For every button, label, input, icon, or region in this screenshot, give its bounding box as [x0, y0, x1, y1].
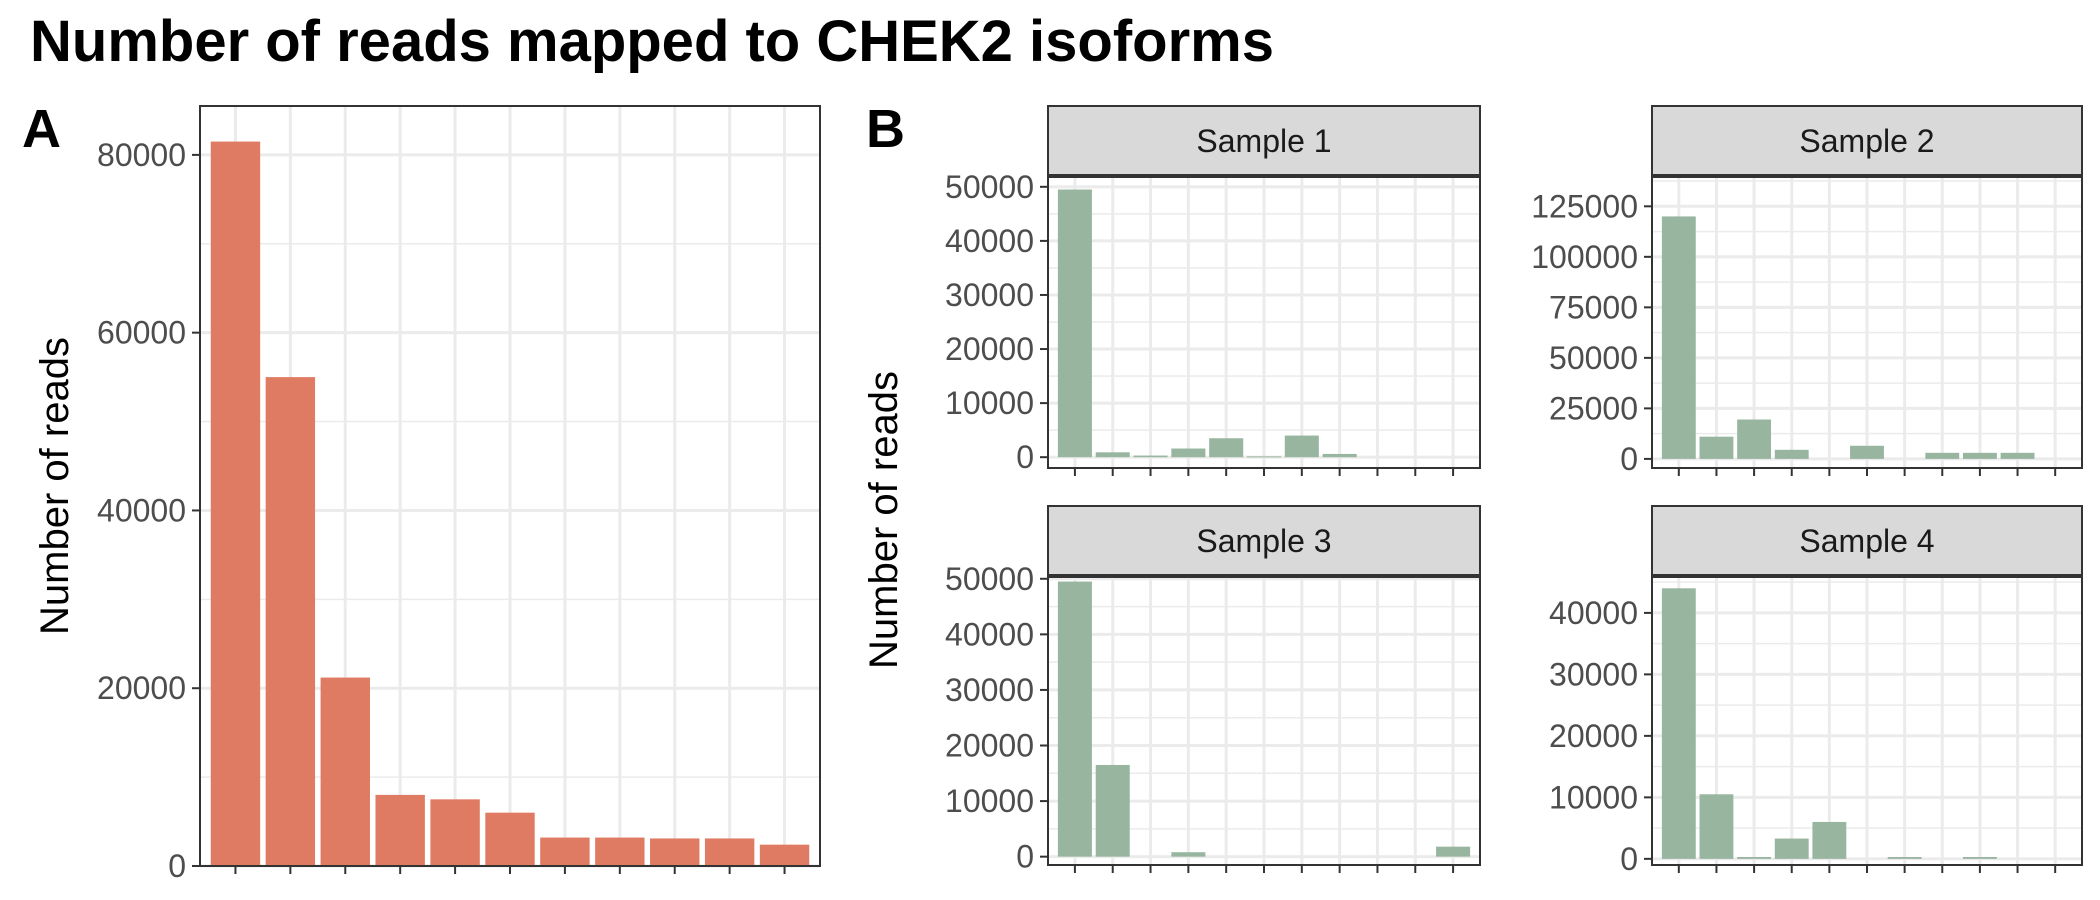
- bar: [1095, 452, 1130, 458]
- facet-strip-background: [1651, 505, 2083, 577]
- y-tick-label: 75000: [1549, 289, 1638, 325]
- bar: [375, 794, 425, 866]
- y-tick-label: 80000: [97, 137, 186, 173]
- bar: [650, 838, 700, 866]
- y-tick-label: 0: [1620, 841, 1638, 877]
- y-tick-label: 40000: [945, 223, 1034, 259]
- bar: [1284, 435, 1319, 458]
- y-tick-label: 25000: [1549, 390, 1638, 426]
- facet-3: 0 10000 20000 30000 40000 50000 Sample 3: [945, 505, 1481, 875]
- y-tick-label: 10000: [945, 783, 1034, 819]
- bar: [1699, 794, 1734, 859]
- y-tick-label: 50000: [945, 169, 1034, 205]
- bar: [1887, 857, 1922, 859]
- bar: [1812, 821, 1847, 859]
- bar: [2000, 452, 2035, 459]
- bar: [1133, 455, 1168, 458]
- bar: [1661, 216, 1696, 459]
- panel-b-label: B: [866, 99, 905, 159]
- bar: [1057, 581, 1092, 857]
- y-tick-label: 10000: [1549, 779, 1638, 815]
- y-tick-label: 20000: [945, 728, 1034, 764]
- y-tick-label: 125000: [1531, 188, 1638, 224]
- chart-title: Number of reads mapped to CHEK2 isoforms: [30, 9, 1274, 74]
- y-tick-label: 50000: [945, 561, 1034, 597]
- bar: [1962, 857, 1997, 859]
- y-tick-label: 30000: [945, 277, 1034, 313]
- bar: [265, 377, 316, 866]
- bar: [1699, 436, 1734, 459]
- bar: [595, 837, 645, 866]
- bar: [1171, 852, 1206, 857]
- bar: [1962, 452, 1997, 459]
- bar: [1774, 838, 1809, 859]
- facet-strip-background: [1047, 105, 1481, 177]
- facet-1: 0 10000 20000 30000 40000 50000 Sample 1: [945, 105, 1481, 476]
- bar: [1737, 419, 1772, 459]
- bar: [1057, 189, 1092, 458]
- y-tick-label: 20000: [945, 331, 1034, 367]
- y-tick-label: 10000: [945, 385, 1034, 421]
- y-tick-label: 30000: [1549, 656, 1638, 692]
- facet-title: Sample 2: [1799, 123, 1934, 159]
- y-axis-title: Number of reads: [862, 371, 906, 669]
- y-tick-label: 0: [1620, 441, 1638, 477]
- y-tick-label: 20000: [1549, 718, 1638, 754]
- facet-strip: Sample 2: [1651, 105, 2083, 178]
- facet-strip-background: [1651, 105, 2083, 177]
- bar: [1774, 449, 1809, 459]
- bar: [485, 812, 535, 866]
- bar: [1209, 438, 1244, 458]
- facet-title: Sample 4: [1799, 523, 1934, 559]
- bar: [1737, 857, 1772, 859]
- bar: [430, 799, 480, 866]
- bar: [1095, 764, 1130, 857]
- facet-4: 0 10000 20000 30000 40000 Sample 4: [1549, 505, 2083, 877]
- bar: [1850, 445, 1884, 459]
- facet-strip: Sample 1: [1047, 105, 1481, 178]
- bar: [1171, 448, 1206, 458]
- y-tick-label: 30000: [945, 672, 1034, 708]
- facet-title: Sample 3: [1196, 523, 1331, 559]
- panel-a-chart: 0 20000 40000 60000 80000: [97, 105, 821, 884]
- facet-strip: Sample 4: [1651, 505, 2083, 578]
- bar: [1925, 452, 1960, 459]
- y-tick-label: 100000: [1531, 239, 1638, 275]
- facet-2: 0 25000 50000 75000 100000 125000 Sample 2: [1531, 105, 2083, 477]
- facet-strip: Sample 3: [1047, 505, 1481, 578]
- bar: [210, 141, 261, 867]
- bar: [1661, 588, 1696, 859]
- y-tick-label: 40000: [97, 492, 186, 528]
- bar: [1322, 453, 1357, 458]
- bar: [1436, 846, 1471, 857]
- bar: [704, 838, 755, 866]
- y-tick-label: 40000: [1549, 595, 1638, 631]
- panel-a-label: A: [22, 99, 61, 159]
- bar: [759, 844, 810, 866]
- facet-title: Sample 1: [1196, 123, 1331, 159]
- y-axis-title: Number of reads: [33, 337, 77, 635]
- y-tick-label: 0: [1016, 839, 1034, 875]
- bar: [540, 837, 590, 866]
- y-tick-label: 60000: [97, 315, 186, 351]
- y-tick-label: 0: [1016, 439, 1034, 475]
- y-tick-label: 40000: [945, 616, 1034, 652]
- y-tick-label: 50000: [1549, 340, 1638, 376]
- y-tick-label: 20000: [97, 670, 186, 706]
- bar: [1246, 456, 1282, 458]
- bar: [320, 677, 370, 866]
- y-tick-label: 0: [168, 848, 186, 884]
